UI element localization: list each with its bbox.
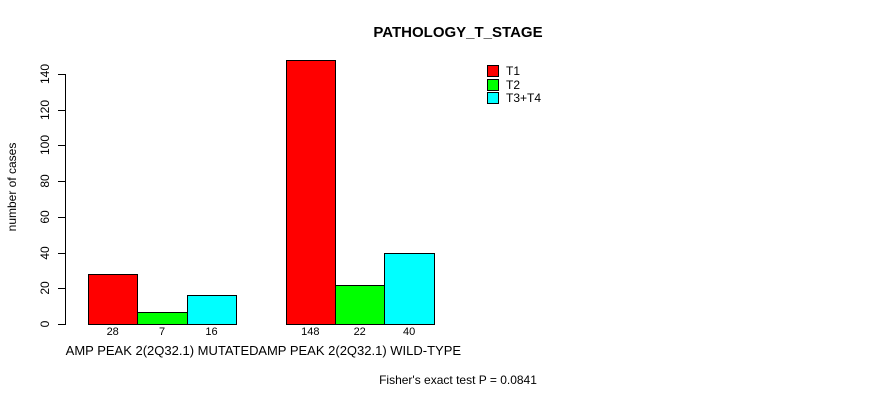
y-axis-tick [58, 288, 65, 290]
y-axis-tick-label: 140 [38, 63, 52, 85]
bar-count-label: 16 [205, 326, 218, 338]
legend-label: T1 [506, 64, 521, 78]
bar-count-label: 22 [353, 326, 366, 338]
y-axis-tick-label: 40 [38, 245, 52, 260]
y-axis-tick-label: 0 [38, 320, 52, 328]
y-axis-tick [58, 324, 65, 325]
bar-t2 [335, 284, 386, 325]
y-axis-tick [58, 252, 65, 254]
bar-t2 [137, 311, 188, 325]
y-axis-tick [58, 74, 65, 75]
bar-t3-t4 [384, 252, 435, 325]
y-axis-tick [58, 216, 65, 218]
bar-count-label: 148 [301, 326, 320, 338]
y-axis-tick-label: 120 [38, 99, 52, 120]
legend-swatch [487, 78, 499, 91]
category-label: AMP PEAK 2(2Q32.1) MUTATED [65, 343, 259, 358]
bar-t3-t4 [186, 295, 238, 325]
chart-title: PATHOLOGY_T_STAGE [373, 24, 543, 41]
legend-swatch [487, 92, 499, 104]
y-axis-tick-label: 100 [38, 135, 52, 156]
bar-t1 [285, 59, 336, 325]
y-axis-tick [58, 109, 65, 111]
legend-label: T2 [506, 77, 521, 92]
y-axis-tick-label: 60 [38, 210, 52, 224]
bar-count-label: 40 [402, 326, 416, 338]
y-axis-line [65, 74, 66, 325]
category-label: AMP PEAK 2(2Q32.1) WILD-TYPE [258, 343, 462, 358]
y-axis-tick-label: 20 [38, 281, 52, 295]
fisher-test-annotation: Fisher's exact test P = 0.0841 [379, 373, 537, 387]
y-axis-tick [58, 181, 65, 183]
bar-count-label: 28 [106, 326, 119, 338]
legend-swatch [487, 65, 499, 77]
bar-t1 [88, 274, 139, 325]
bar-count-label: 7 [159, 326, 166, 338]
legend-label: T3+T4 [506, 91, 542, 105]
y-axis-label: number of cases [5, 142, 19, 232]
y-axis-tick-label: 80 [38, 174, 52, 188]
y-axis-tick [58, 145, 65, 147]
